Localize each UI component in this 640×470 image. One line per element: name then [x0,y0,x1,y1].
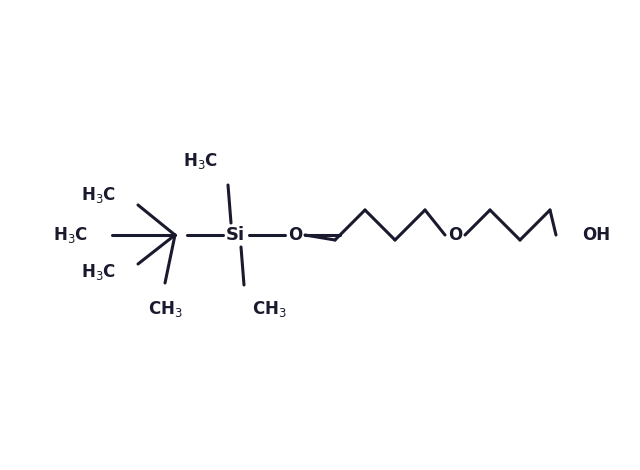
Text: H$_3$C: H$_3$C [183,151,218,171]
Text: CH$_3$: CH$_3$ [148,299,182,319]
Text: Si: Si [225,226,244,244]
Text: H$_3$C: H$_3$C [81,262,116,282]
Text: H$_3$C: H$_3$C [81,185,116,205]
Text: O: O [288,226,302,244]
Text: CH$_3$: CH$_3$ [252,299,287,319]
Text: OH: OH [582,226,610,244]
Text: O: O [448,226,462,244]
Text: H$_3$C: H$_3$C [53,225,88,245]
